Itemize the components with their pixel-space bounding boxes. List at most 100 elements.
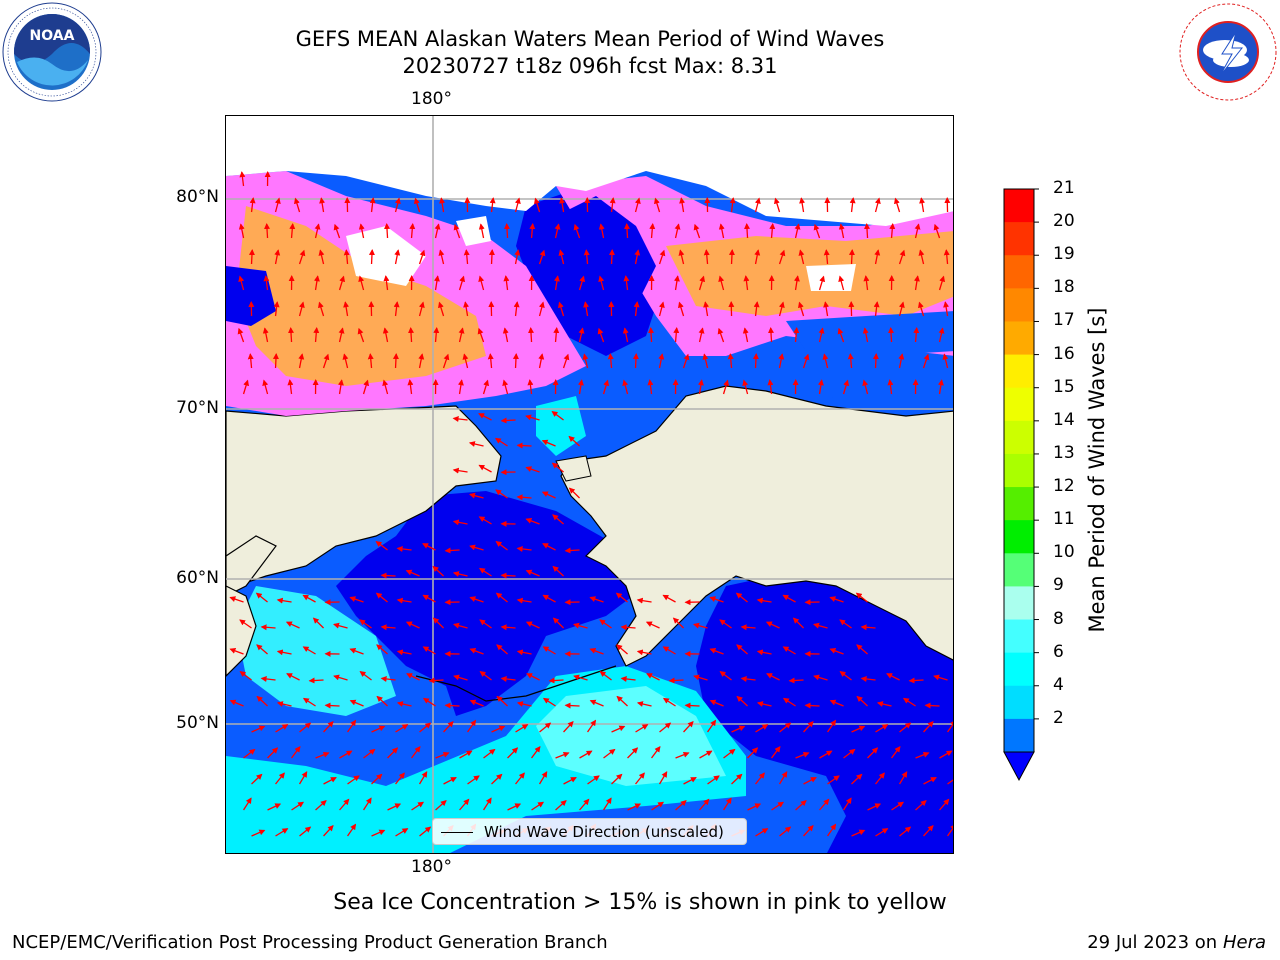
wind-wave-arrow xyxy=(551,411,564,421)
wind-wave-arrow xyxy=(315,800,327,811)
wind-wave-arrow xyxy=(678,249,685,265)
wind-wave-arrow xyxy=(675,800,687,811)
wind-wave-arrow xyxy=(289,223,296,239)
wind-wave-arrow xyxy=(876,701,892,707)
wind-wave-arrow xyxy=(457,379,464,395)
wind-wave-arrow xyxy=(658,771,668,785)
wind-wave-arrow xyxy=(768,327,774,343)
wind-wave-arrow xyxy=(891,745,901,759)
wind-wave-arrow xyxy=(251,773,263,785)
wind-wave-arrow xyxy=(419,722,432,733)
wind-wave-arrow xyxy=(709,596,724,603)
colorbar-bin xyxy=(1004,718,1034,753)
wind-wave-arrow xyxy=(291,745,301,759)
wind-wave-arrow xyxy=(229,699,244,707)
wind-wave-arrow xyxy=(502,327,509,343)
wind-wave-arrow xyxy=(587,719,597,733)
wind-wave-arrow xyxy=(362,379,370,395)
wind-wave-arrow xyxy=(683,777,697,785)
wind-wave-arrow xyxy=(414,197,421,213)
wind-wave-arrow xyxy=(899,826,912,837)
wind-wave-arrow xyxy=(559,197,566,213)
wind-wave-arrow xyxy=(358,223,365,239)
wind-wave-arrow xyxy=(502,379,509,395)
wind-wave-arrow xyxy=(658,353,665,369)
wind-wave-arrow xyxy=(367,353,374,369)
wind-wave-arrow xyxy=(599,619,612,629)
wind-wave-arrow xyxy=(822,353,829,369)
wind-wave-arrow xyxy=(452,571,468,577)
wind-wave-arrow xyxy=(922,353,930,369)
wind-wave-arrow xyxy=(478,275,485,291)
wind-wave-arrow xyxy=(813,223,821,239)
wind-wave-arrow xyxy=(507,747,519,759)
wind-wave-arrow xyxy=(838,275,845,291)
wind-wave-arrow xyxy=(599,671,612,681)
wind-wave-arrow xyxy=(428,677,444,684)
wind-wave-arrow xyxy=(229,596,244,603)
colorbar-bin xyxy=(1004,619,1034,654)
wind-wave-arrow xyxy=(538,771,548,785)
wind-wave-arrow xyxy=(463,249,470,265)
wind-wave-arrow xyxy=(707,775,720,785)
wind-wave-arrow xyxy=(627,803,642,811)
wind-wave-arrow xyxy=(918,249,925,265)
wind-wave-arrow xyxy=(452,415,468,422)
wind-wave-arrow xyxy=(568,435,580,447)
wind-wave-arrow xyxy=(333,674,348,681)
wind-wave-arrow xyxy=(703,249,710,265)
wind-wave-arrow xyxy=(396,649,412,656)
wind-wave-arrow xyxy=(238,275,245,291)
wind-wave-arrow xyxy=(607,353,614,369)
wind-wave-arrow xyxy=(318,301,325,317)
colorbar-bin xyxy=(1004,586,1034,621)
wind-wave-arrow xyxy=(267,747,279,759)
wind-wave-arrow xyxy=(754,249,761,265)
chart-title-line2: 20230727 t18z 096h fcst Max: 8.31 xyxy=(402,54,778,78)
wind-wave-arrow xyxy=(829,596,844,603)
wind-wave-arrow xyxy=(856,695,868,707)
noaa-logo-text: NOAA xyxy=(30,28,75,44)
wind-wave-arrow xyxy=(528,327,534,343)
wind-wave-arrow xyxy=(736,644,748,655)
colorbar-tick-label: 21 xyxy=(1053,178,1075,198)
wind-wave-arrow xyxy=(778,301,785,317)
wind-wave-arrow xyxy=(579,798,590,811)
wind-wave-arrow xyxy=(260,624,276,631)
wind-wave-arrow xyxy=(487,353,494,369)
wind-wave-arrow xyxy=(452,467,468,474)
wind-wave-arrow xyxy=(406,673,420,681)
wind-wave-arrow xyxy=(248,249,255,265)
wind-wave-arrow xyxy=(648,327,654,343)
wind-wave-arrow xyxy=(658,249,666,265)
wind-wave-arrow xyxy=(531,801,545,811)
legend-line-sample xyxy=(441,832,473,833)
wind-wave-arrow xyxy=(718,275,725,291)
wind-wave-arrow xyxy=(813,674,828,681)
wind-wave-arrow xyxy=(394,197,401,213)
wind-wave-arrow xyxy=(554,223,561,239)
wind-wave-arrow xyxy=(319,197,326,213)
wind-wave-arrow xyxy=(422,697,436,707)
wind-wave-arrow xyxy=(380,624,396,631)
wind-wave-arrow xyxy=(548,677,564,684)
wind-wave-arrow xyxy=(541,439,556,447)
wind-wave-arrow xyxy=(634,249,641,265)
wind-wave-arrow xyxy=(562,353,570,369)
wind-wave-arrow xyxy=(829,648,844,655)
wind-wave-arrow xyxy=(717,327,725,343)
wind-wave-arrow xyxy=(395,828,409,837)
wind-wave-arrow xyxy=(611,773,623,785)
wind-wave-arrow xyxy=(803,777,817,785)
wind-wave-arrow xyxy=(458,275,466,291)
colorbar-tick-label: 8 xyxy=(1053,608,1064,629)
wind-wave-arrow xyxy=(469,699,484,707)
wind-wave-arrow xyxy=(842,797,852,811)
wind-wave-arrow xyxy=(624,223,630,239)
wind-wave-arrow xyxy=(553,275,560,291)
wind-wave-arrow xyxy=(673,275,680,291)
wind-wave-arrow xyxy=(418,301,425,317)
wind-wave-arrow xyxy=(699,750,713,759)
wind-wave-arrow xyxy=(483,748,496,759)
wind-wave-arrow xyxy=(583,301,590,317)
